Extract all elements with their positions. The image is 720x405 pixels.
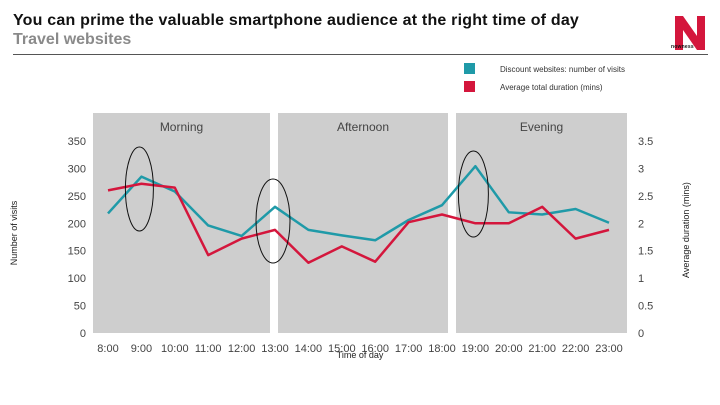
x-tick: 22:00 (562, 343, 590, 355)
page-subtitle: Travel websites (13, 31, 132, 48)
x-tick: 20:00 (495, 343, 523, 355)
x-tick: 19:00 (462, 343, 490, 355)
y-right-tick: 0.5 (638, 301, 653, 313)
x-tick: 15:00 (328, 343, 356, 355)
x-tick: 21:00 (528, 343, 556, 355)
y-left-axis-title: Number of visits (9, 200, 19, 265)
x-tick: 13:00 (261, 343, 289, 355)
x-tick: 23:00 (595, 343, 623, 355)
y-left-tick: 350 (68, 136, 86, 148)
nowness-logo-icon (675, 16, 705, 50)
x-tick: 16:00 (361, 343, 389, 355)
x-tick: 11:00 (195, 343, 222, 355)
highlight-ellipse-900 (124, 146, 154, 232)
period-band-morning (93, 113, 270, 333)
period-band-afternoon (278, 113, 448, 333)
legend-label-duration: Average total duration (mins) (500, 83, 603, 92)
y-left-tick: 200 (68, 218, 86, 230)
period-label-afternoon: Afternoon (337, 120, 389, 134)
y-right-tick: 3.5 (638, 136, 653, 148)
x-tick: 18:00 (428, 343, 456, 355)
title-divider (13, 54, 708, 55)
x-tick: 8:00 (97, 343, 118, 355)
y-right-tick: 2 (638, 218, 644, 230)
x-tick: 12:00 (228, 343, 256, 355)
y-left-tick: 50 (74, 301, 86, 313)
logo-wordmark: nowness (671, 44, 694, 50)
period-label-evening: Evening (520, 120, 563, 134)
x-tick: 17:00 (395, 343, 423, 355)
y-right-tick: 1.5 (638, 246, 653, 258)
period-label-morning: Morning (160, 120, 203, 134)
highlight-ellipse-1900 (457, 150, 489, 238)
highlight-ellipse-1300 (255, 178, 291, 264)
y-right-tick: 3 (638, 163, 644, 175)
page-title: You can prime the valuable smartphone au… (13, 12, 580, 29)
x-tick: 14:00 (295, 343, 323, 355)
y-left-tick: 0 (80, 328, 86, 340)
y-left-tick: 100 (68, 273, 86, 285)
y-left-tick: 250 (68, 191, 86, 203)
x-tick: 10:00 (161, 343, 189, 355)
legend-swatch-visits (464, 63, 475, 74)
x-tick: 9:00 (131, 343, 152, 355)
y-right-tick: 2.5 (638, 191, 653, 203)
x-axis-title: Time of day (337, 350, 384, 360)
y-right-tick: 0 (638, 328, 644, 340)
series-duration-line (107, 182, 610, 265)
series-visits-line (107, 164, 610, 242)
y-left-tick: 150 (68, 246, 86, 258)
y-right-tick: 1 (638, 273, 644, 285)
legend-label-visits: Discount websites: number of visits (500, 65, 625, 74)
y-right-axis-title: Average duration (mins) (681, 182, 691, 278)
y-left-tick: 300 (68, 163, 86, 175)
legend-swatch-duration (464, 81, 475, 92)
